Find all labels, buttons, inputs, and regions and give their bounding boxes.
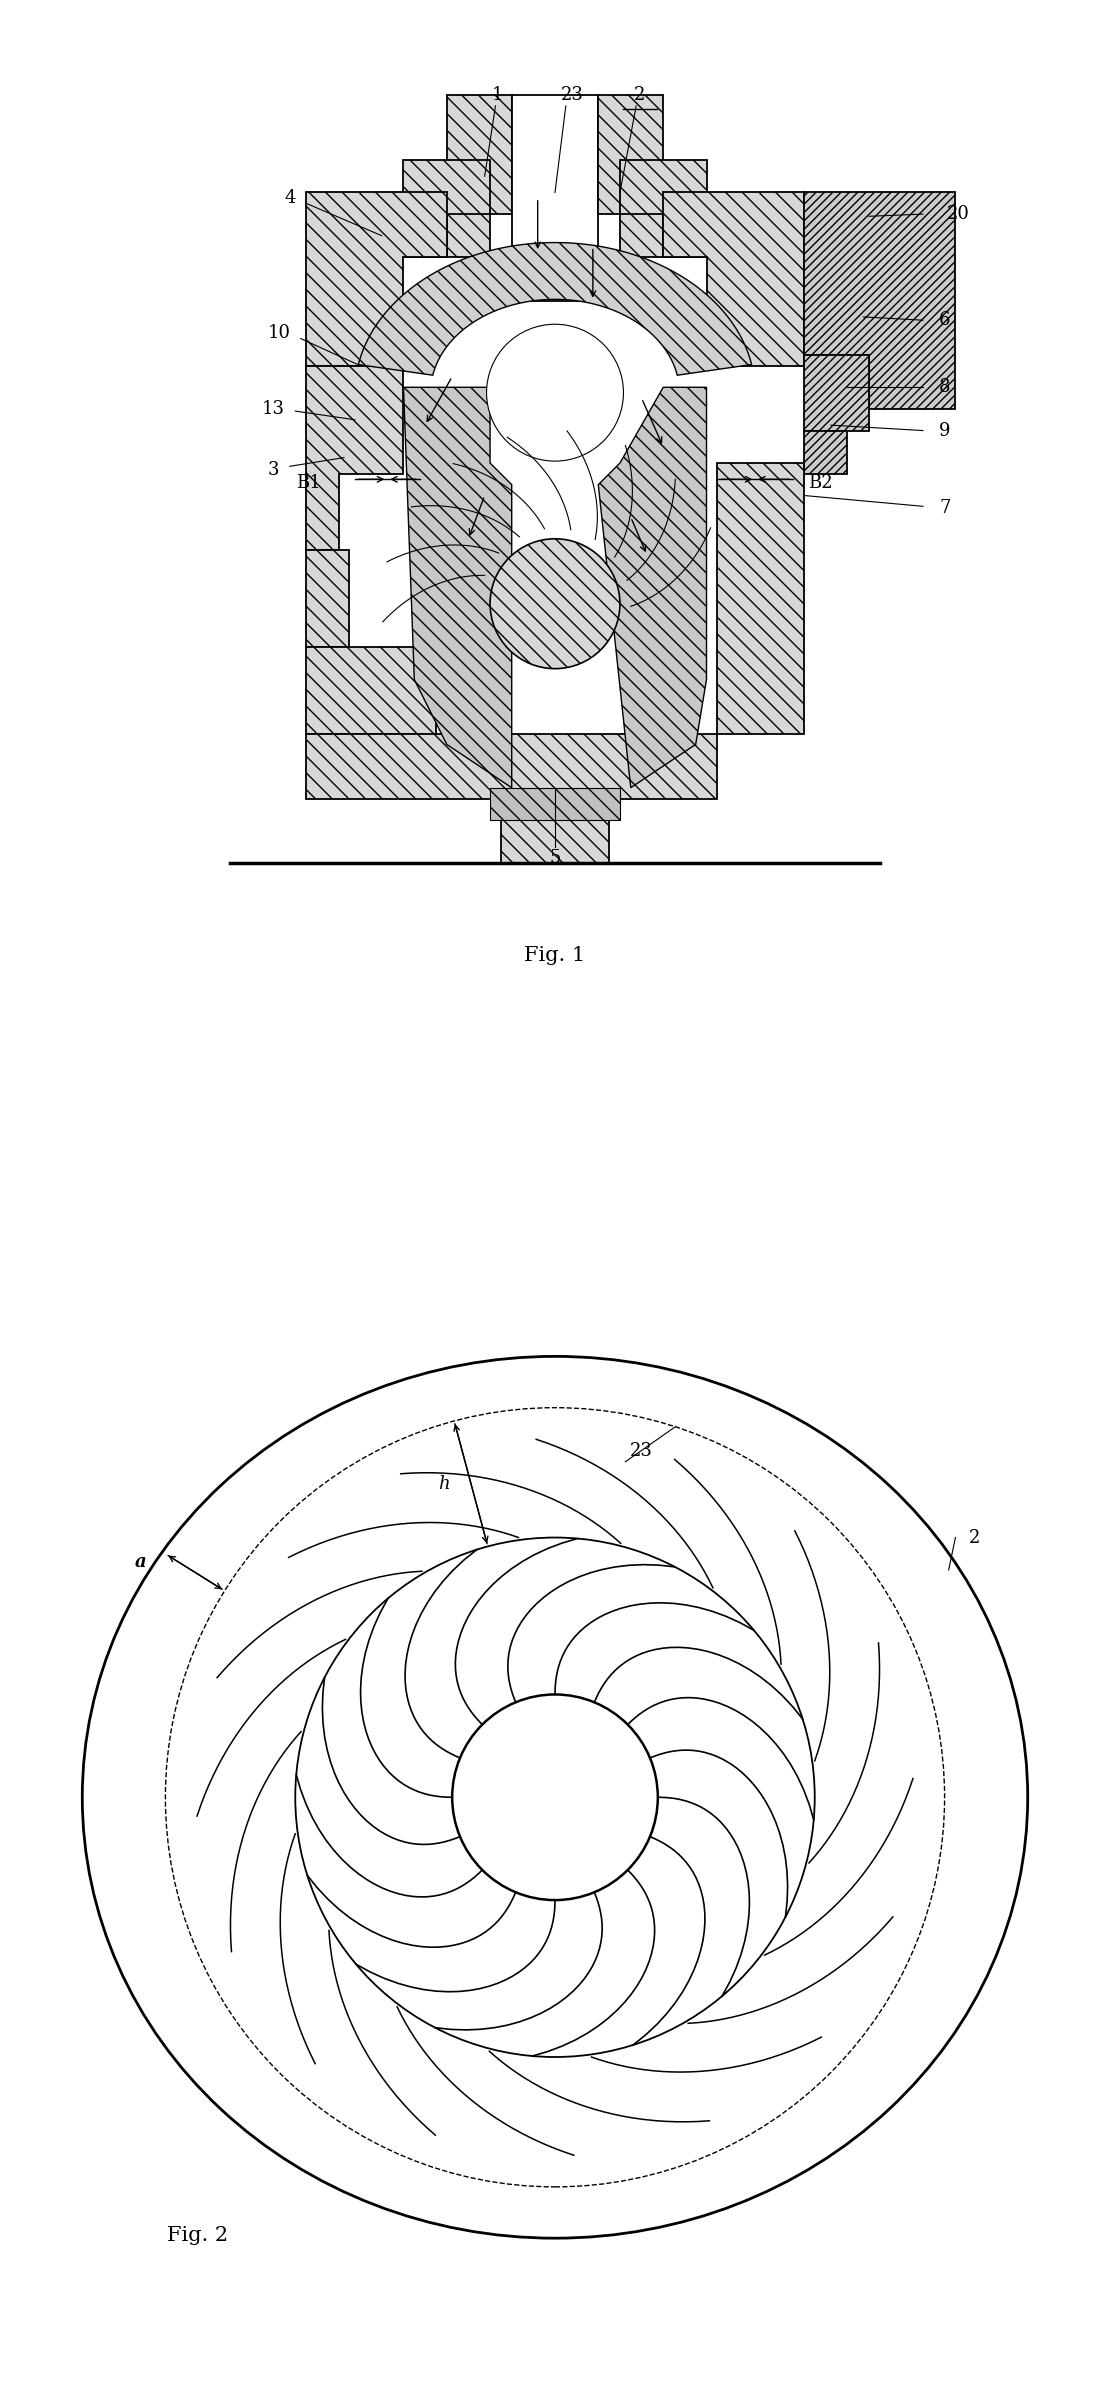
Text: B2: B2 <box>808 473 832 492</box>
Text: 8: 8 <box>939 379 950 396</box>
Text: 4: 4 <box>284 190 295 206</box>
Circle shape <box>491 538 619 667</box>
Polygon shape <box>619 161 706 257</box>
Polygon shape <box>804 192 956 408</box>
Text: 3: 3 <box>268 461 280 478</box>
Polygon shape <box>598 387 706 788</box>
Text: B1: B1 <box>296 473 321 492</box>
Polygon shape <box>447 96 512 257</box>
Polygon shape <box>491 788 619 821</box>
Text: 23: 23 <box>630 1443 653 1460</box>
Text: 7: 7 <box>939 499 950 519</box>
Polygon shape <box>306 192 447 365</box>
Polygon shape <box>306 735 717 800</box>
Text: 5: 5 <box>549 850 561 867</box>
Ellipse shape <box>82 1357 1028 2238</box>
Circle shape <box>452 1695 658 1899</box>
Polygon shape <box>717 463 804 735</box>
Text: 13: 13 <box>262 401 285 418</box>
Text: 23: 23 <box>561 86 584 103</box>
Text: Fig. 1: Fig. 1 <box>524 946 586 965</box>
Polygon shape <box>306 365 404 550</box>
Circle shape <box>486 324 624 461</box>
Polygon shape <box>501 800 609 864</box>
Text: a: a <box>135 1553 147 1570</box>
Text: 10: 10 <box>268 324 291 343</box>
Polygon shape <box>306 550 350 646</box>
Text: 2: 2 <box>968 1529 980 1546</box>
Polygon shape <box>306 646 436 735</box>
Text: 20: 20 <box>947 204 970 223</box>
Polygon shape <box>404 387 512 788</box>
Text: 9: 9 <box>939 423 950 439</box>
Polygon shape <box>804 355 869 430</box>
Polygon shape <box>359 243 751 375</box>
Polygon shape <box>804 430 847 473</box>
Polygon shape <box>512 96 598 300</box>
Polygon shape <box>663 192 804 365</box>
Text: 2: 2 <box>634 86 645 103</box>
Text: Fig. 2: Fig. 2 <box>168 2226 229 2245</box>
Text: 1: 1 <box>492 86 504 103</box>
Text: 6: 6 <box>939 312 950 329</box>
Polygon shape <box>404 161 491 257</box>
Polygon shape <box>598 96 663 257</box>
Text: h: h <box>438 1474 450 1493</box>
